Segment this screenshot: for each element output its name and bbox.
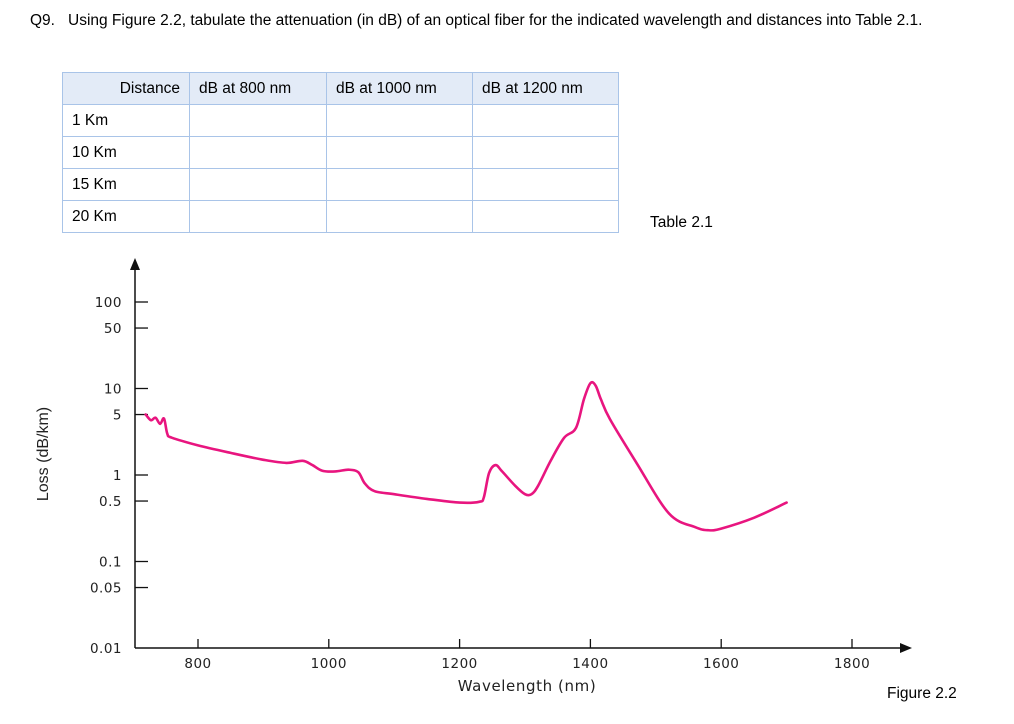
table-row: 10 Km	[62, 136, 619, 169]
x-axis-ticks: 800 1000 1200 1400 1600 1800	[184, 639, 870, 672]
y-axis-arrow	[130, 258, 140, 270]
header-db-1000: dB at 1000 nm	[326, 72, 473, 105]
table-2-1: Distance dB at 800 nm dB at 1000 nm dB a…	[62, 72, 619, 233]
table-cell-input[interactable]	[472, 136, 619, 169]
table-cell-input[interactable]	[472, 200, 619, 233]
x-tick-label: 1800	[834, 656, 870, 672]
y-tick-label: 50	[104, 321, 122, 337]
table-header-row: Distance dB at 800 nm dB at 1000 nm dB a…	[62, 72, 619, 105]
y-tick-label: 0.5	[99, 494, 122, 510]
row-distance-label: 1 Km	[62, 104, 190, 137]
y-axis-title: Loss (dB/km)	[35, 407, 52, 501]
x-tick-label: 1200	[441, 656, 477, 672]
y-tick-label: 1	[113, 468, 122, 484]
y-tick-label: 0.05	[90, 581, 122, 597]
x-tick-label: 1000	[311, 656, 347, 672]
table-caption: Table 2.1	[650, 214, 713, 231]
table-cell-input[interactable]	[326, 136, 473, 169]
question-number: Q9.	[30, 12, 55, 29]
y-tick-label: 0.01	[90, 641, 122, 657]
figure-caption: Figure 2.2	[887, 685, 957, 702]
y-axis-ticks: 100 50 10 5 1 0.5 0.1 0.05 0.01	[90, 295, 148, 657]
x-tick-label: 1400	[572, 656, 608, 672]
chart-axes	[130, 258, 912, 653]
table-row: 20 Km	[62, 200, 619, 233]
row-distance-label: 20 Km	[62, 200, 190, 233]
y-tick-label: 100	[95, 295, 122, 311]
x-axis-title: Wavelength (nm)	[458, 677, 597, 695]
header-db-1200: dB at 1200 nm	[472, 72, 619, 105]
loss-curve	[144, 380, 788, 532]
question-text: Using Figure 2.2, tabulate the attenuati…	[68, 12, 923, 29]
x-axis-arrow	[900, 643, 912, 653]
y-tick-label: 10	[104, 382, 122, 398]
table-cell-input[interactable]	[326, 168, 473, 201]
x-tick-label: 1600	[703, 656, 739, 672]
y-tick-label: 0.1	[99, 555, 122, 571]
row-distance-label: 10 Km	[62, 136, 190, 169]
row-distance-label: 15 Km	[62, 168, 190, 201]
table-cell-input[interactable]	[326, 200, 473, 233]
y-tick-label: 5	[113, 408, 122, 424]
x-tick-label: 800	[184, 656, 211, 672]
table-cell-input[interactable]	[472, 168, 619, 201]
header-distance: Distance	[62, 72, 190, 105]
table-cell-input[interactable]	[189, 200, 327, 233]
table-cell-input[interactable]	[189, 104, 327, 137]
header-db-800: dB at 800 nm	[189, 72, 327, 105]
table-cell-input[interactable]	[472, 104, 619, 137]
